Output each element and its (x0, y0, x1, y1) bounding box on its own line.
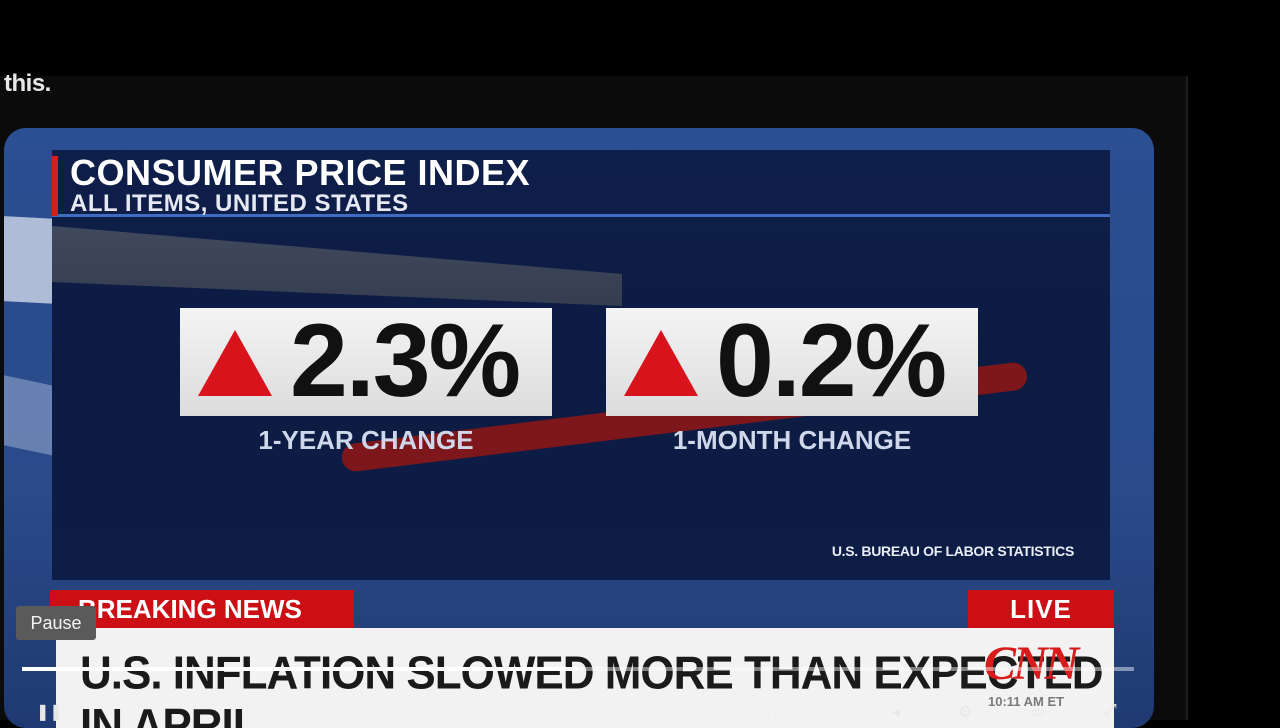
up-triangle-icon (624, 330, 698, 396)
post-text: this. (4, 70, 51, 98)
pip-icon[interactable]: ▭ (1030, 702, 1045, 722)
graphic-subtitle: ALL ITEMS, UNITED STATES (70, 190, 409, 218)
up-triangle-icon (198, 330, 272, 396)
title-accent-bar (52, 156, 58, 216)
stat-label: 1-YEAR CHANGE (180, 425, 552, 456)
stat-value: 0.2% (716, 302, 945, 421)
pause-icon[interactable]: ❚❚ (36, 702, 63, 722)
cpi-graphic: CONSUMER PRICE INDEX ALL ITEMS, UNITED S… (52, 150, 1110, 580)
pause-tooltip: Pause (16, 606, 96, 640)
stat-value: 2.3% (290, 302, 519, 421)
stat-label: 1-MONTH CHANGE (606, 425, 978, 456)
graphic-title: CONSUMER PRICE INDEX (70, 152, 530, 194)
player-controls: ❚❚ ◂ ⚙ ▭ ⤢ (0, 702, 1188, 720)
volume-icon[interactable]: ◂ (892, 702, 900, 722)
gear-icon[interactable]: ⚙ (958, 702, 972, 722)
stat-card-1-year: 2.3% (180, 308, 552, 416)
video-player[interactable]: CONSUMER PRICE INDEX ALL ITEMS, UNITED S… (4, 128, 1154, 728)
cnn-logo: CNN (984, 636, 1092, 686)
top-bar (0, 0, 1280, 76)
live-badge: LIVE (968, 590, 1114, 628)
stat-card-1-month: 0.2% (606, 308, 978, 416)
source-credit: U.S. BUREAU OF LABOR STATISTICS (832, 543, 1074, 559)
column-divider (1186, 76, 1188, 720)
fullscreen-icon[interactable]: ⤢ (1104, 702, 1117, 720)
progress-fill (22, 667, 578, 671)
progress-bar[interactable] (22, 667, 1134, 671)
decorative-wedge (52, 226, 622, 306)
